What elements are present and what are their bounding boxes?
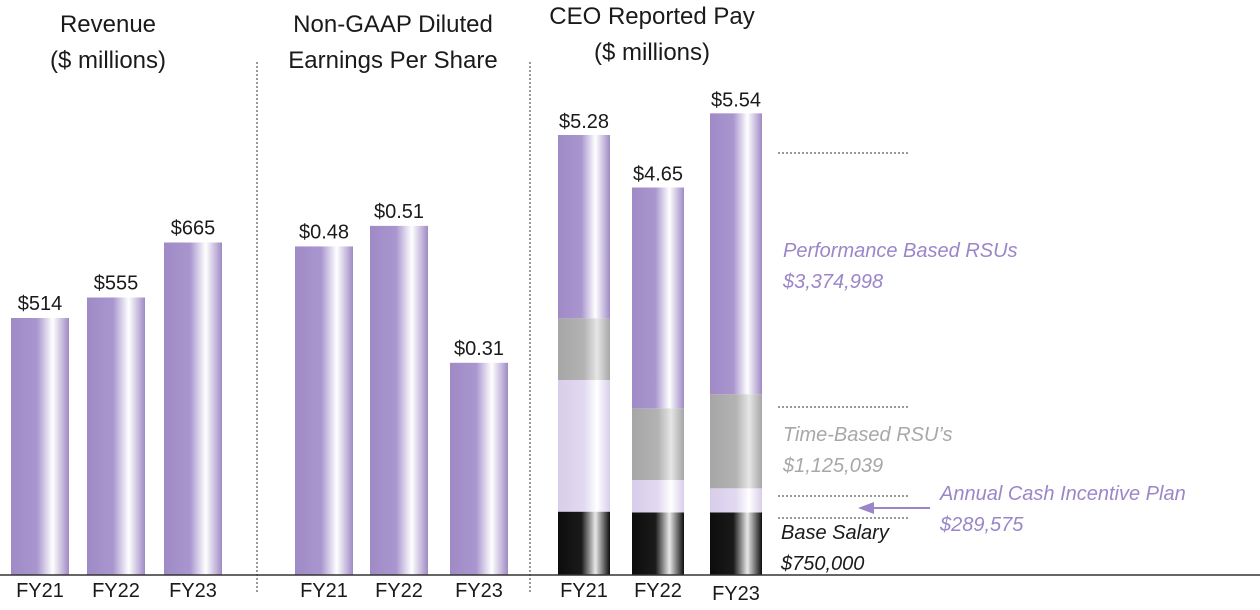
- base-salary-value: $750,000: [780, 553, 864, 575]
- chart2-segment-annual-cash-incentive-plan-fy22: [632, 480, 684, 513]
- chart2-segment-time-based-rsu-s-fy21: [558, 318, 610, 380]
- chart2-total-label-fy21: $5.28: [559, 111, 609, 133]
- ceo-pay-title-line1: CEO Reported Pay: [549, 3, 754, 30]
- chart2-segment-performance-based-rsus-fy21: [558, 135, 610, 319]
- chart0-tick-fy22: FY22: [92, 580, 140, 602]
- eps-title-line1: Non-GAAP Diluted: [293, 11, 493, 38]
- chart1-value-label-fy21: $0.48: [299, 221, 349, 243]
- chart2-segment-base-salary-fy22: [632, 512, 684, 575]
- annual-cash-incentive-value: $289,575: [939, 514, 1024, 536]
- chart0-value-label-fy22: $555: [94, 273, 139, 295]
- performance-rsus-value: $3,374,998: [782, 271, 883, 293]
- annual-cash-incentive-arrowhead: [858, 502, 874, 514]
- chart2-segment-time-based-rsu-s-fy22: [632, 408, 684, 480]
- time-based-rsus-value: $1,125,039: [782, 455, 883, 477]
- eps-title-line2: Earnings Per Share: [288, 47, 497, 74]
- revenue-title-line2: ($ millions): [50, 47, 166, 74]
- annual-cash-incentive-label: Annual Cash Incentive Plan: [939, 483, 1186, 505]
- chart1-tick-fy23: FY23: [455, 580, 503, 602]
- base-salary-label: Base Salary: [781, 522, 890, 544]
- chart1-tick-fy22: FY22: [375, 580, 423, 602]
- chart1-value-label-fy22: $0.51: [374, 201, 424, 223]
- chart2-segment-base-salary-fy23: [710, 512, 762, 575]
- chart1-tick-fy21: FY21: [300, 580, 348, 602]
- chart0-bar-fy23: [164, 242, 222, 575]
- chart0-tick-fy21: FY21: [16, 580, 64, 602]
- chart1-bar-fy21: [295, 246, 353, 575]
- chart1-bar-fy22: [370, 225, 428, 575]
- chart2-segment-performance-based-rsus-fy23: [710, 113, 762, 395]
- chart1-bar-fy23: [450, 362, 508, 575]
- chart2-total-label-fy22: $4.65: [633, 164, 683, 186]
- chart2-segment-annual-cash-incentive-plan-fy21: [558, 380, 610, 512]
- chart1-value-label-fy23: $0.31: [454, 338, 504, 360]
- chart0-tick-fy23: FY23: [169, 580, 217, 602]
- chart2-tick-fy21: FY21: [560, 580, 608, 602]
- chart0-bar-fy22: [87, 297, 145, 575]
- time-based-rsus-label: Time-Based RSU’s: [783, 424, 953, 446]
- revenue-title-line1: Revenue: [60, 11, 156, 38]
- chart0-value-label-fy21: $514: [18, 293, 63, 315]
- chart2-segment-time-based-rsu-s-fy23: [710, 394, 762, 489]
- ceo-pay-title-line2: ($ millions): [594, 39, 710, 66]
- chart2-segment-performance-based-rsus-fy22: [632, 187, 684, 409]
- chart2-tick-fy23: FY23: [712, 583, 760, 605]
- chart0-value-label-fy23: $665: [171, 218, 216, 240]
- chart0-bar-fy21: [11, 318, 69, 575]
- chart2-total-label-fy23: $5.54: [711, 89, 761, 111]
- chart2-segment-annual-cash-incentive-plan-fy23: [710, 488, 762, 513]
- performance-rsus-label: Performance Based RSUs: [783, 240, 1018, 262]
- chart2-segment-base-salary-fy21: [558, 511, 610, 575]
- chart2-tick-fy22: FY22: [634, 580, 682, 602]
